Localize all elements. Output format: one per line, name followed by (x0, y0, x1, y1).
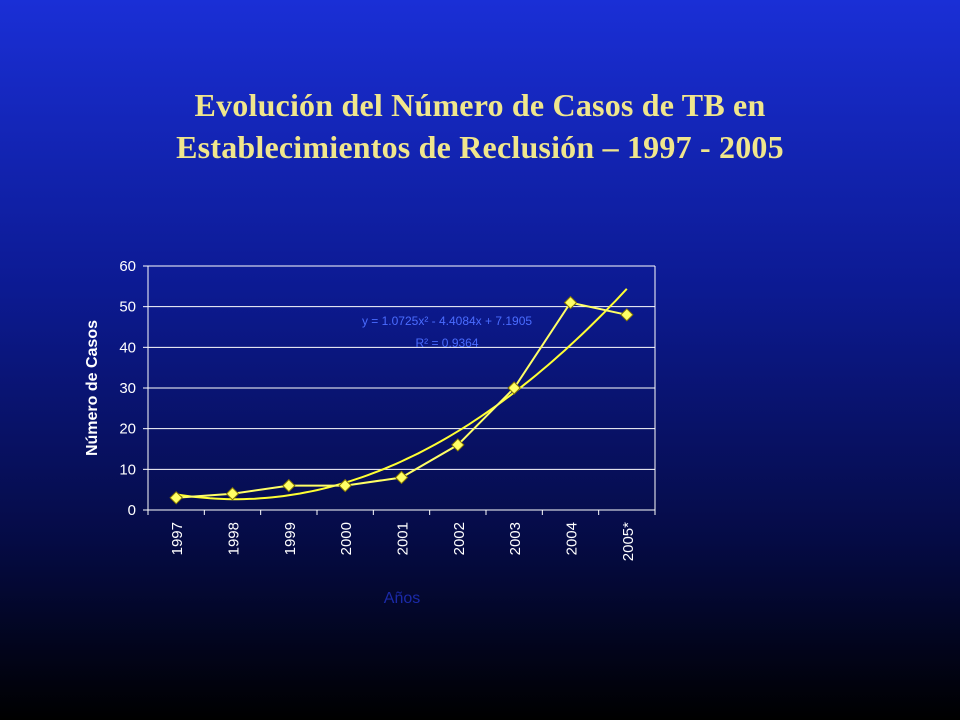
data-point (620, 308, 634, 322)
data-point (451, 438, 465, 452)
trend-equation: y = 1.0725x² - 4.4084x + 7.1905 (362, 314, 532, 328)
y-tick-label: 40 (119, 339, 136, 356)
trendline (176, 288, 628, 501)
y-axis-title: Número de Casos (84, 320, 101, 456)
data-point (338, 478, 352, 493)
x-tick-label: 1999 (282, 522, 299, 555)
y-tick-label: 10 (119, 461, 136, 478)
x-tick-label: 2000 (338, 522, 355, 555)
x-tick-label: 2003 (507, 522, 524, 555)
x-tick-label: 2001 (395, 522, 412, 555)
title-line-1: Evolución del Número de Casos de TB en (194, 87, 766, 123)
x-axis-title: Años (384, 590, 420, 607)
data-point (282, 478, 296, 493)
data-point (169, 491, 183, 505)
title-line-2: Establecimientos de Reclusión – 1997 - 2… (176, 129, 784, 165)
x-tick-label: 1997 (169, 522, 186, 555)
y-tick-label: 20 (119, 421, 136, 438)
y-tick-label: 0 (128, 502, 136, 519)
trend-r2: R² = 0.9364 (415, 336, 478, 350)
y-tick-label: 60 (119, 258, 136, 275)
x-tick-label: 1998 (226, 522, 243, 555)
data-point (507, 381, 521, 395)
data-point (394, 470, 409, 485)
y-tick-label: 50 (119, 299, 136, 316)
series-line (176, 301, 628, 499)
slide-title: Evolución del Número de Casos de TB en E… (0, 84, 960, 168)
x-tick-label: 2004 (564, 522, 581, 555)
data-point (225, 487, 240, 501)
y-tick-label: 30 (119, 380, 136, 397)
data-point (563, 295, 578, 310)
x-tick-label: 2005* (620, 522, 637, 561)
x-tick-label: 2002 (451, 522, 468, 555)
